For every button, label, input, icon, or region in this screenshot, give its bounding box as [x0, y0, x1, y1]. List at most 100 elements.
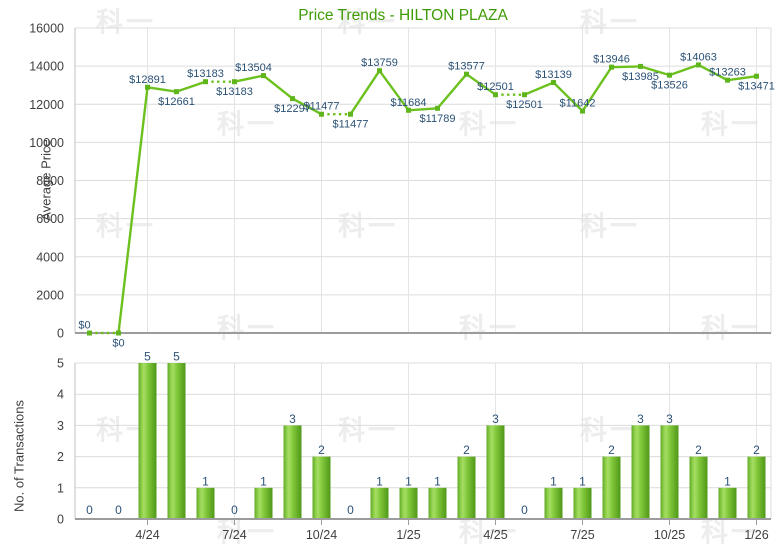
- watermark-text: 科一: [217, 109, 277, 140]
- y-tick-label: 0: [57, 513, 64, 527]
- y-tick-label: 2000: [36, 288, 64, 302]
- price-line-segment: [581, 65, 613, 113]
- x-tick-label: 7/24: [222, 528, 246, 542]
- transaction-bar: [660, 425, 679, 518]
- price-point-marker: [754, 73, 759, 79]
- watermark-text: 科一: [338, 415, 398, 446]
- price-point-label: $13985: [622, 71, 659, 83]
- transaction-count-label: 1: [202, 474, 209, 488]
- watermark-text: 科一: [217, 313, 277, 344]
- price-point-marker: [522, 92, 527, 98]
- transaction-count-label: 2: [608, 443, 615, 457]
- y-tick-label: 0: [57, 327, 64, 341]
- transaction-count-label: 3: [666, 412, 673, 426]
- price-point-marker: [319, 111, 324, 117]
- price-line-segment: [726, 75, 758, 82]
- price-point-marker: [551, 80, 556, 86]
- x-tick-label: 7/25: [570, 528, 594, 542]
- watermark-text: 科一: [459, 313, 519, 344]
- price-line-segment: [523, 81, 555, 96]
- price-point-marker: [667, 72, 672, 78]
- price-point-label: $0: [112, 338, 124, 350]
- y-tick-label: 4: [57, 388, 64, 402]
- price-point-marker: [87, 330, 92, 336]
- price-point-marker: [116, 330, 121, 336]
- watermark-text: 科一: [338, 211, 398, 242]
- price-point-label: $13504: [235, 62, 272, 74]
- price-line-segment: [146, 86, 178, 93]
- watermark-text: 科一: [701, 313, 761, 344]
- price-point-marker: [377, 68, 382, 74]
- y-axis-title-transactions: No. of Transactions: [11, 400, 27, 512]
- y-axis-title-average-price: Average Price: [38, 139, 54, 221]
- y-tick-label: 8000: [36, 174, 64, 188]
- price-line-segment: [117, 86, 149, 335]
- transaction-count-label: 1: [724, 474, 731, 488]
- price-point-marker: [203, 79, 208, 85]
- price-point-label: $11684: [391, 97, 427, 109]
- transaction-count-label: 5: [144, 350, 151, 364]
- transaction-bar: [138, 363, 157, 518]
- transaction-bar: [544, 487, 563, 518]
- transaction-bar: [573, 487, 592, 518]
- transaction-bar: [283, 425, 302, 518]
- price-point-label: $13759: [361, 57, 398, 69]
- price-point-label: $11477: [333, 119, 369, 131]
- price-line-segment: [291, 97, 323, 116]
- price-point-label: $11477: [304, 101, 340, 113]
- transaction-bar: [370, 487, 389, 518]
- watermark-text: 科一: [580, 211, 640, 242]
- transaction-bar: [486, 425, 505, 518]
- transaction-count-label: 1: [434, 474, 441, 488]
- transaction-count-label: 1: [376, 474, 383, 488]
- price-point-label: $14063: [680, 51, 717, 63]
- watermark-text: 科一: [96, 7, 156, 38]
- price-line-segment: [262, 74, 294, 100]
- price-point-label: $12501: [477, 81, 514, 93]
- price-line-segment: [697, 63, 729, 82]
- watermark-text: 科一: [580, 415, 640, 446]
- x-tick-label: 10/24: [306, 528, 337, 542]
- transaction-bar: [399, 487, 418, 518]
- transaction-count-label: 1: [579, 474, 586, 488]
- price-point-marker: [435, 105, 440, 111]
- price-point-marker: [232, 79, 237, 85]
- transaction-count-label: 2: [318, 443, 325, 457]
- price-point-marker: [290, 96, 295, 102]
- watermark-text: 科一: [580, 7, 640, 38]
- watermark-text: 科一: [459, 517, 519, 548]
- price-point-label: $12501: [506, 99, 543, 111]
- x-tick-label: 4/25: [483, 528, 507, 542]
- transaction-count-label: 3: [637, 412, 644, 426]
- transaction-count-label: 0: [115, 503, 122, 517]
- watermark-text: 科一: [338, 7, 398, 38]
- price-point-label: $12661: [158, 96, 195, 108]
- y-tick-label: 16000: [29, 22, 64, 36]
- y-tick-label: 6000: [36, 212, 64, 226]
- price-point-marker: [580, 108, 585, 114]
- price-line-segment: [407, 107, 439, 112]
- price-point-label: $12297: [274, 103, 311, 115]
- transaction-count-label: 0: [521, 503, 528, 517]
- price-line-segment: [233, 74, 265, 83]
- average-price-chart: 0 2000 4000 6000 8000 10000 12000 14000 16000 $0 $…: [29, 22, 775, 350]
- x-axis-line: [75, 518, 771, 520]
- price-point-label: $12891: [129, 74, 166, 86]
- price-line-segment: [610, 65, 642, 69]
- transaction-bar: [602, 456, 621, 518]
- transaction-count-label: 0: [347, 503, 354, 517]
- price-point-marker: [406, 107, 411, 113]
- y-tick-label: 3: [57, 419, 64, 433]
- transaction-count-label: 3: [492, 412, 499, 426]
- price-point-label: $13946: [593, 54, 630, 66]
- price-line-segment: [668, 63, 700, 77]
- watermark-text: 科一: [217, 517, 277, 548]
- price-point-marker: [261, 73, 266, 79]
- watermark-text: 科一: [701, 109, 761, 140]
- x-tick-label: 1/26: [744, 528, 768, 542]
- watermark-text: 科一: [459, 109, 519, 140]
- price-point-marker: [348, 111, 353, 117]
- transaction-bar: [167, 363, 186, 518]
